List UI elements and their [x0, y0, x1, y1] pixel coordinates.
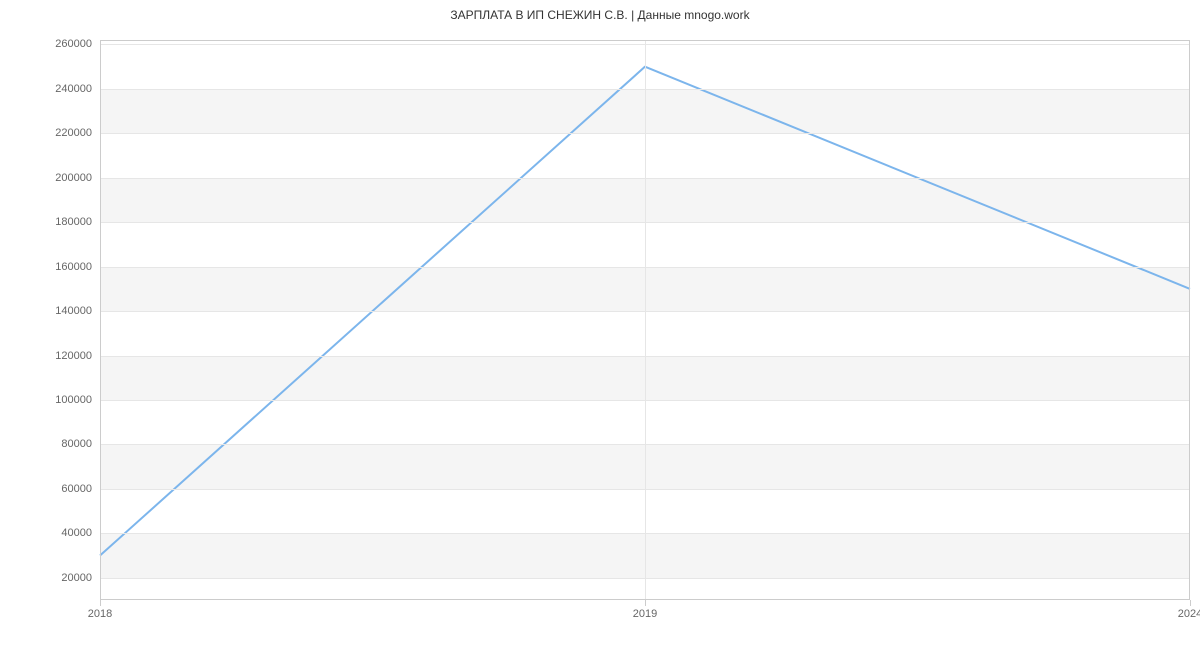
y-tick-label: 80000	[61, 438, 92, 450]
x-tick-label: 2019	[633, 608, 657, 620]
y-tick-label: 60000	[61, 483, 92, 495]
y-tick-label: 40000	[61, 527, 92, 539]
y-tick-label: 180000	[55, 216, 92, 228]
x-tick-mark	[1190, 600, 1191, 606]
x-tick-label: 2024	[1178, 608, 1200, 620]
x-tick-mark	[100, 600, 101, 606]
y-tick-label: 140000	[55, 305, 92, 317]
x-tick-mark	[645, 600, 646, 606]
salary-chart: ЗАРПЛАТА В ИП СНЕЖИН С.В. | Данные mnogo…	[0, 0, 1200, 650]
y-tick-label: 240000	[55, 83, 92, 95]
y-tick-label: 100000	[55, 394, 92, 406]
y-tick-label: 20000	[61, 572, 92, 584]
chart-title: ЗАРПЛАТА В ИП СНЕЖИН С.В. | Данные mnogo…	[0, 8, 1200, 22]
y-tick-label: 220000	[55, 127, 92, 139]
plot-area: 2000040000600008000010000012000014000016…	[100, 40, 1190, 600]
x-tick-label: 2018	[88, 608, 112, 620]
x-grid-line	[645, 40, 646, 600]
y-tick-label: 120000	[55, 350, 92, 362]
y-tick-label: 200000	[55, 172, 92, 184]
y-tick-label: 260000	[55, 38, 92, 50]
y-tick-label: 160000	[55, 261, 92, 273]
